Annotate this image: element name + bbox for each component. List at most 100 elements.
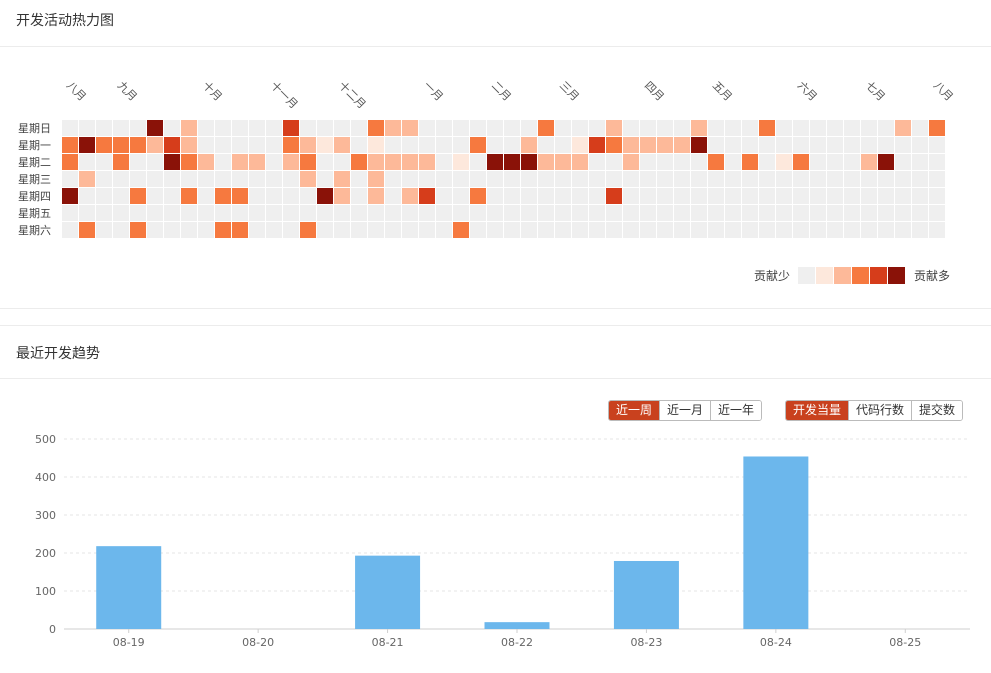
heatmap-cell[interactable] [929,188,945,204]
heatmap-cell[interactable] [878,154,894,170]
heatmap-cell[interactable] [657,171,673,187]
heatmap-cell[interactable] [555,171,571,187]
heatmap-cell[interactable] [249,171,265,187]
heatmap-cell[interactable] [606,154,622,170]
heatmap-cell[interactable] [844,120,860,136]
heatmap-cell[interactable] [385,171,401,187]
heatmap-cell[interactable] [504,137,520,153]
heatmap-cell[interactable] [861,205,877,221]
heatmap-cell[interactable] [283,120,299,136]
heatmap-cell[interactable] [538,222,554,238]
heatmap-cell[interactable] [674,222,690,238]
heatmap-cell[interactable] [878,222,894,238]
heatmap-cell[interactable] [385,120,401,136]
bar[interactable] [355,555,421,629]
heatmap-cell[interactable] [606,222,622,238]
heatmap-cell[interactable] [62,137,78,153]
heatmap-cell[interactable] [300,137,316,153]
heatmap-cell[interactable] [487,222,503,238]
heatmap-cell[interactable] [929,222,945,238]
heatmap-cell[interactable] [810,137,826,153]
heatmap-cell[interactable] [164,188,180,204]
heatmap-cell[interactable] [317,154,333,170]
heatmap-cell[interactable] [827,137,843,153]
heatmap-cell[interactable] [419,120,435,136]
heatmap-cell[interactable] [300,205,316,221]
heatmap-cell[interactable] [62,120,78,136]
heatmap-cell[interactable] [147,137,163,153]
heatmap-cell[interactable] [436,154,452,170]
heatmap-cell[interactable] [130,205,146,221]
heatmap-cell[interactable] [555,137,571,153]
heatmap-cell[interactable] [283,137,299,153]
heatmap-cell[interactable] [283,171,299,187]
heatmap-cell[interactable] [793,120,809,136]
heatmap-cell[interactable] [453,137,469,153]
heatmap-cell[interactable] [929,154,945,170]
heatmap-cell[interactable] [334,205,350,221]
heatmap-cell[interactable] [827,120,843,136]
heatmap-cell[interactable] [657,137,673,153]
heatmap-cell[interactable] [334,171,350,187]
heatmap-cell[interactable] [198,222,214,238]
heatmap-cell[interactable] [164,205,180,221]
heatmap-cell[interactable] [895,171,911,187]
heatmap-cell[interactable] [215,171,231,187]
heatmap-cell[interactable] [912,171,928,187]
heatmap-cell[interactable] [487,120,503,136]
heatmap-cell[interactable] [164,154,180,170]
heatmap-cell[interactable] [555,222,571,238]
heatmap-cell[interactable] [708,137,724,153]
heatmap-cell[interactable] [351,222,367,238]
heatmap-cell[interactable] [317,171,333,187]
heatmap-cell[interactable] [912,188,928,204]
heatmap-cell[interactable] [249,137,265,153]
heatmap-cell[interactable] [742,171,758,187]
heatmap-cell[interactable] [113,120,129,136]
heatmap-cell[interactable] [929,171,945,187]
heatmap-cell[interactable] [317,137,333,153]
heatmap-cell[interactable] [538,154,554,170]
heatmap-cell[interactable] [555,188,571,204]
heatmap-cell[interactable] [691,222,707,238]
heatmap-cell[interactable] [725,154,741,170]
heatmap-cell[interactable] [776,188,792,204]
heatmap-cell[interactable] [232,137,248,153]
heatmap-cell[interactable] [521,205,537,221]
heatmap-cell[interactable] [572,188,588,204]
heatmap-cell[interactable] [453,120,469,136]
heatmap-cell[interactable] [300,188,316,204]
heatmap-cell[interactable] [266,154,282,170]
heatmap-cell[interactable] [793,188,809,204]
heatmap-cell[interactable] [742,154,758,170]
heatmap-cell[interactable] [708,188,724,204]
heatmap-cell[interactable] [79,171,95,187]
heatmap-cell[interactable] [402,222,418,238]
heatmap-cell[interactable] [810,120,826,136]
heatmap-cell[interactable] [742,137,758,153]
heatmap-cell[interactable] [147,171,163,187]
heatmap-cell[interactable] [453,154,469,170]
heatmap-cell[interactable] [164,171,180,187]
heatmap-cell[interactable] [266,137,282,153]
heatmap-cell[interactable] [895,120,911,136]
heatmap-cell[interactable] [504,171,520,187]
heatmap-cell[interactable] [419,154,435,170]
heatmap-cell[interactable] [249,205,265,221]
heatmap-cell[interactable] [402,154,418,170]
heatmap-cell[interactable] [130,137,146,153]
heatmap-cell[interactable] [844,205,860,221]
heatmap-cell[interactable] [589,171,605,187]
heatmap-cell[interactable] [351,188,367,204]
range-button[interactable]: 近一周 [609,401,660,420]
heatmap-cell[interactable] [538,171,554,187]
heatmap-cell[interactable] [759,171,775,187]
heatmap-cell[interactable] [691,154,707,170]
heatmap-cell[interactable] [300,171,316,187]
heatmap-cell[interactable] [470,205,486,221]
heatmap-cell[interactable] [725,188,741,204]
heatmap-cell[interactable] [861,188,877,204]
heatmap-cell[interactable] [725,171,741,187]
heatmap-cell[interactable] [504,154,520,170]
heatmap-cell[interactable] [929,205,945,221]
